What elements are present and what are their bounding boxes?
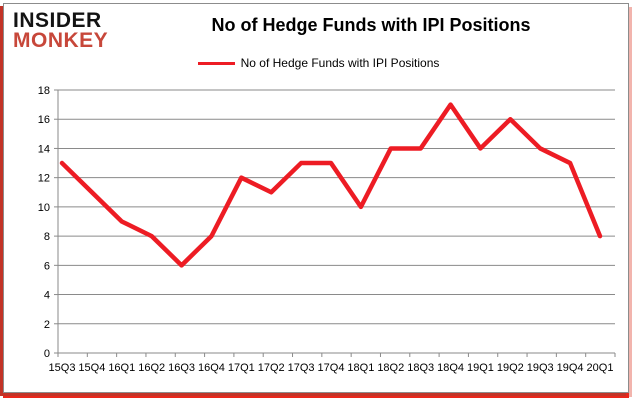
- svg-text:19Q1: 19Q1: [467, 362, 494, 374]
- svg-text:10: 10: [38, 202, 50, 214]
- svg-text:18Q4: 18Q4: [437, 362, 464, 374]
- svg-text:15Q3: 15Q3: [49, 362, 76, 374]
- chart-title: No of Hedge Funds with IPI Positions: [211, 15, 531, 35]
- svg-text:2: 2: [44, 319, 50, 331]
- x-axis-labels: 15Q3 15Q4 16Q1 16Q2 16Q3 16Q4 17Q1 17Q2 17Q3 17Q4…: [49, 362, 614, 374]
- svg-text:8: 8: [44, 231, 50, 243]
- svg-text:19Q3: 19Q3: [527, 362, 554, 374]
- gridlines: [58, 89, 615, 354]
- svg-text:6: 6: [44, 260, 50, 272]
- legend-label: No of Hedge Funds with IPI Positions: [240, 56, 440, 70]
- svg-text:18: 18: [38, 85, 50, 97]
- svg-text:17Q1: 17Q1: [228, 362, 255, 374]
- svg-text:17Q4: 17Q4: [318, 362, 345, 374]
- svg-text:0: 0: [44, 348, 50, 360]
- svg-text:14: 14: [38, 143, 50, 155]
- svg-text:16: 16: [38, 114, 50, 126]
- svg-text:16Q4: 16Q4: [198, 362, 225, 374]
- series-line-hedge-funds: [59, 102, 603, 268]
- svg-text:19Q4: 19Q4: [557, 362, 584, 374]
- svg-text:16Q2: 16Q2: [138, 362, 165, 374]
- svg-text:18Q3: 18Q3: [407, 362, 434, 374]
- x-axis: [57, 353, 616, 357]
- svg-text:20Q1: 20Q1: [587, 362, 614, 374]
- logo-text-monkey: MONKEY: [13, 29, 109, 52]
- svg-text:17Q2: 17Q2: [258, 362, 285, 374]
- y-axis: [54, 89, 59, 354]
- logo-text-insider: INSIDER: [13, 9, 102, 32]
- legend: No of Hedge Funds with IPI Positions: [0, 56, 637, 70]
- svg-text:18Q2: 18Q2: [377, 362, 404, 374]
- svg-text:15Q4: 15Q4: [78, 362, 105, 374]
- insider-monkey-logo: INSIDER MONKEY: [13, 9, 109, 52]
- svg-text:19Q2: 19Q2: [497, 362, 524, 374]
- svg-text:12: 12: [38, 173, 50, 185]
- svg-text:4: 4: [44, 290, 50, 302]
- y-axis-labels: 0 2 4 6 8 10 12 14 16 18: [38, 85, 50, 360]
- svg-text:16Q3: 16Q3: [168, 362, 195, 374]
- legend-line-swatch: [197, 61, 235, 65]
- svg-text:18Q1: 18Q1: [347, 362, 374, 374]
- svg-text:16Q1: 16Q1: [108, 362, 135, 374]
- svg-text:17Q3: 17Q3: [288, 362, 315, 374]
